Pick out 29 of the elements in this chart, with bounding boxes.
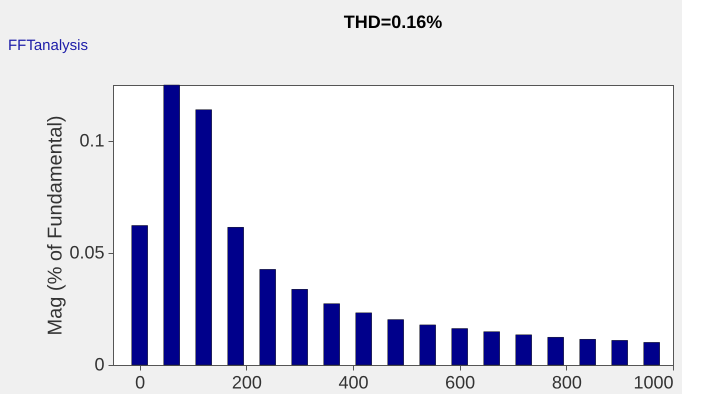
bar: [323, 303, 340, 366]
y-axis-title: Mag (% of Fundamental): [44, 115, 66, 336]
y-tick-label: 0: [94, 354, 104, 374]
x-tick-label: 200: [232, 372, 262, 392]
bar: [547, 336, 564, 366]
bar: [227, 226, 244, 366]
bar: [611, 340, 628, 366]
bar: [515, 334, 532, 366]
bar: [643, 342, 660, 366]
x-tick-label: 1000: [633, 372, 674, 392]
bar: [579, 338, 596, 366]
x-tick-label: 0: [135, 372, 146, 392]
bar: [131, 225, 148, 366]
bar: [483, 331, 500, 366]
chart-title: THD=0.16%: [344, 12, 442, 32]
bar: [163, 84, 180, 366]
bar: [451, 328, 468, 366]
text: FFTanalysis: [8, 37, 88, 54]
y-tick-label: 0.05: [69, 242, 104, 262]
bar: [419, 324, 436, 366]
bar: [195, 109, 212, 366]
bar: [355, 312, 372, 366]
x-tick-label: 400: [338, 372, 369, 392]
bar: [291, 289, 308, 366]
bar: [259, 269, 276, 366]
x-tick-label: 600: [445, 372, 476, 392]
x-tick-label: 800: [552, 372, 582, 392]
y-tick-label: 0.1: [79, 130, 104, 150]
bar: [387, 319, 404, 366]
